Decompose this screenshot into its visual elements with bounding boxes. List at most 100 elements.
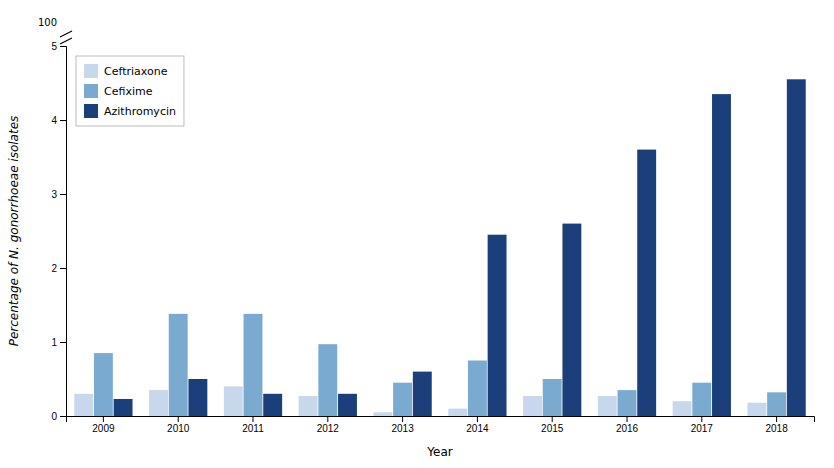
- tick-label: 2009: [92, 423, 115, 434]
- bar: [747, 403, 766, 416]
- bar: [673, 401, 692, 416]
- y-tick: 4: [51, 115, 66, 126]
- tick-mark: [477, 416, 478, 422]
- y-tick: 2: [51, 263, 66, 274]
- bar: [74, 394, 93, 416]
- bar: [299, 396, 318, 416]
- tick-label: 0: [51, 411, 57, 422]
- legend-swatch: [84, 64, 98, 78]
- bar: [169, 314, 188, 416]
- bar: [114, 399, 133, 416]
- tick-label: 3: [51, 189, 57, 200]
- plot: 2009201020112012201320142015201620172018…: [38, 17, 815, 434]
- tick-label: 2018: [765, 423, 788, 434]
- legend-label: Ceftriaxone: [104, 65, 168, 78]
- legend-frame: [76, 56, 184, 126]
- legend-item: Azithromycin: [84, 104, 176, 118]
- x-tick: 2018: [765, 416, 788, 434]
- tick-label: 2010: [167, 423, 190, 434]
- bar: [188, 379, 207, 416]
- x-axis: 2009 2010 2011 2012 2013 2014 2015 2016 2017 2018: [67, 416, 815, 434]
- bar: [318, 344, 337, 416]
- tick-mark: [627, 416, 628, 422]
- bar: [562, 224, 581, 416]
- x-axis-title: Year: [426, 445, 452, 459]
- tick-label: 4: [51, 115, 57, 126]
- bar: [488, 235, 507, 416]
- bar: [149, 390, 168, 416]
- y-tick: 0: [51, 411, 66, 422]
- tick-label: 2: [51, 263, 57, 274]
- legend-item: Ceftriaxone: [84, 64, 168, 78]
- bar: [692, 383, 711, 416]
- annotation: 100: [38, 17, 57, 28]
- tick-mark: [60, 342, 66, 343]
- tick-mark: [402, 416, 403, 422]
- bar: [523, 396, 542, 416]
- bar: [712, 94, 731, 416]
- x-tick: 2016: [616, 416, 639, 434]
- tick-mark: [253, 416, 254, 422]
- bar: [468, 361, 487, 417]
- tick-label: 2014: [466, 423, 489, 434]
- bars: [74, 79, 805, 416]
- bar-series: [94, 314, 786, 416]
- bar: [618, 390, 637, 416]
- y-tick: 3: [51, 189, 66, 200]
- legend: Ceftriaxone Cefixime Azithromycin: [76, 56, 184, 126]
- bar: [767, 392, 786, 416]
- tick-label: 2013: [391, 423, 414, 434]
- y-axis: 012345: [51, 41, 66, 422]
- y-tick: 1: [51, 337, 66, 348]
- tick-mark: [60, 120, 66, 121]
- bar: [598, 396, 617, 416]
- y-axis-title: Percentage of N. gonorrhoeae isolates: [7, 116, 21, 347]
- bar: [543, 379, 562, 416]
- axis-line: [60, 47, 67, 417]
- tick-mark: [60, 46, 66, 47]
- tick-mark: [178, 416, 179, 422]
- bar-series: [114, 79, 806, 416]
- x-tick: 2015: [541, 416, 564, 434]
- tick-mark: [60, 268, 66, 269]
- break-mark: [60, 38, 72, 44]
- axis-break: [60, 31, 72, 44]
- tick-mark: [552, 416, 553, 422]
- tick-mark: [701, 416, 702, 422]
- x-tick: 2013: [391, 416, 414, 434]
- bar: [244, 314, 263, 416]
- tick-label: 2016: [616, 423, 639, 434]
- bar: [448, 409, 467, 416]
- legend-item: Cefixime: [84, 84, 153, 98]
- tick-mark: [60, 194, 66, 195]
- tick-mark: [60, 416, 66, 417]
- break-mark: [60, 31, 72, 37]
- x-tick: 2017: [691, 416, 714, 434]
- x-tick: 2012: [317, 416, 340, 434]
- tick-mark: [103, 416, 104, 422]
- bar: [787, 79, 806, 416]
- bar: [338, 394, 357, 416]
- legend-label: Cefixime: [104, 85, 153, 98]
- bar: [373, 412, 392, 416]
- axis-line: [67, 417, 815, 423]
- tick-label: 1: [51, 337, 57, 348]
- tick-label: 2015: [541, 423, 564, 434]
- chart: 2009201020112012201320142015201620172018…: [0, 0, 834, 468]
- x-tick: 2011: [242, 416, 264, 434]
- tick-label: 2017: [691, 423, 714, 434]
- bar: [94, 353, 113, 416]
- tick-label: 2011: [242, 423, 264, 434]
- tick-label: 2012: [317, 423, 340, 434]
- bar: [413, 372, 432, 416]
- x-tick: 2009: [92, 416, 115, 434]
- x-tick: 2014: [466, 416, 489, 434]
- bar: [263, 394, 282, 416]
- legend-swatch: [84, 84, 98, 98]
- bar: [637, 150, 656, 416]
- tick-mark: [776, 416, 777, 422]
- x-tick: 2010: [167, 416, 190, 434]
- bar: [224, 386, 243, 416]
- legend-label: Azithromycin: [104, 105, 176, 118]
- legend-swatch: [84, 104, 98, 118]
